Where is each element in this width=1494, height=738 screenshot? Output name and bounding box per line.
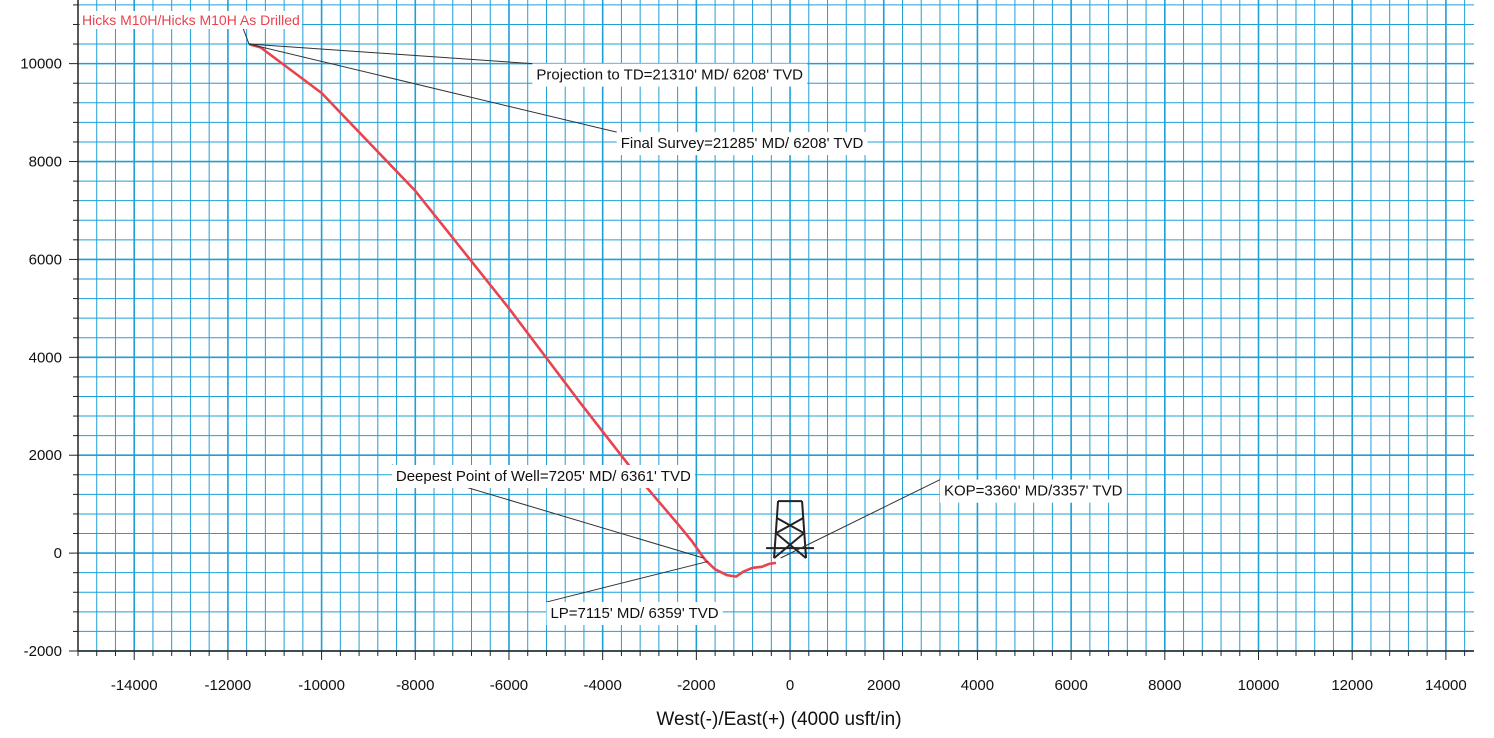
annotations: Projection to TD=21310' MD/ 6208' TVD Fin… [391,63,1127,626]
x-tick-label: -12000 [205,677,252,694]
annotation-leaders [248,43,941,603]
annotation-leader [248,43,533,65]
y-tick-label: 4000 [29,349,62,366]
annotation-box [546,602,723,626]
annotation: Final Survey=21285' MD/ 6208' TVD [616,132,868,156]
annotation-box [616,132,868,156]
x-tick-label: 12000 [1331,677,1373,694]
annotation-leader [780,479,941,559]
series-layer [242,27,777,578]
annotation-text: LP=7115' MD/ 6359' TVD [550,605,718,622]
axes: -14000 -12000 -10000 -8000 -6000 -4000 -2000 0 2… [20,0,1474,694]
x-tick-label: 2000 [867,677,900,694]
series-end-tick [242,27,250,45]
y-tick-label: 0 [54,545,62,562]
x-tick-label: 14000 [1425,677,1467,694]
x-axis-title: West(-)/East(+) (4000 usft/in) [656,709,901,730]
x-tick-label: 4000 [961,677,994,694]
x-tick-label: -6000 [490,677,528,694]
x-tick-label: 8000 [1148,677,1181,694]
annotation-leader [546,560,709,603]
annotation-text: Deepest Point of Well=7205' MD/ 6361' TV… [396,468,691,485]
y-tick-label: -2000 [24,643,62,660]
x-tick-label: 0 [786,677,794,694]
annotation: Deepest Point of Well=7205' MD/ 6361' TV… [391,465,695,488]
y-tick-label: 8000 [29,154,62,171]
annotation-text: Final Survey=21285' MD/ 6208' TVD [621,135,864,152]
annotation-text: KOP=3360' MD/3357' TVD [944,483,1123,500]
annotation-box [939,479,1127,503]
y-tick-label: 2000 [29,447,62,464]
x-tick-label: -14000 [111,677,158,694]
annotation-box [532,63,808,87]
grid [77,0,1474,652]
annotation: LP=7115' MD/ 6359' TVD [546,602,723,626]
y-tick-label: 10000 [20,56,62,73]
wellbore-path [248,42,777,578]
x-tick-label: -10000 [298,677,345,694]
x-tick-label: 10000 [1238,677,1280,694]
x-tick-label: -8000 [396,677,434,694]
annotation: Projection to TD=21310' MD/ 6208' TVD [532,63,808,87]
rig-icon [766,500,815,559]
series-label: Hicks M10H/Hicks M10H As Drilled [82,12,300,28]
x-tick-label: -2000 [677,677,715,694]
y-tick-label: 6000 [29,251,62,268]
series-label-backing [80,11,302,29]
annotation-box [391,465,695,488]
x-tick-label: -4000 [583,677,621,694]
x-tick-label: 6000 [1054,677,1087,694]
annotation-text: Projection to TD=21310' MD/ 6208' TVD [536,67,803,84]
annotation-leader [248,43,617,133]
annotation: KOP=3360' MD/3357' TVD [939,479,1127,503]
